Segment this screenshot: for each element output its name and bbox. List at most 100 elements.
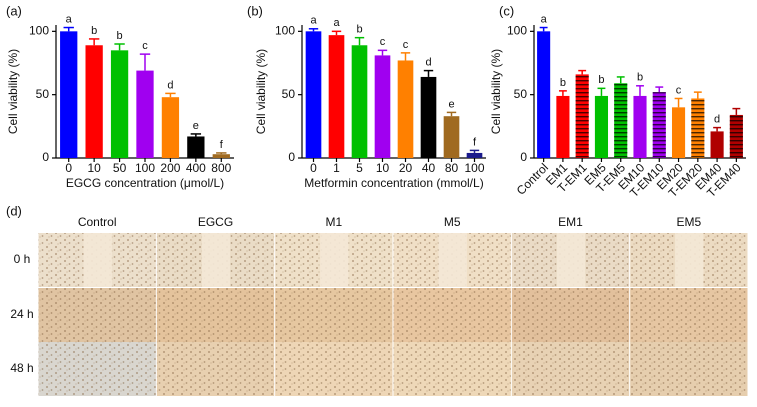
x-tick-label: 0: [310, 161, 317, 175]
panel-label: (c): [499, 3, 514, 18]
row-label: 0 h: [14, 252, 31, 266]
x-tick-label: 10: [376, 161, 390, 175]
significance-label: f: [220, 139, 224, 151]
y-axis-label: Cell viability (%): [254, 49, 268, 134]
column-label: EGCG: [198, 215, 233, 229]
bar: [466, 152, 483, 158]
bar: [671, 107, 686, 158]
significance-label: b: [117, 30, 123, 42]
micrograph-cells: [511, 342, 630, 396]
column-label: EM1: [558, 215, 583, 229]
scratch-gap: [556, 233, 586, 287]
significance-label: b: [356, 24, 362, 36]
column-label: EM5: [676, 215, 701, 229]
bar-hatch: [691, 98, 705, 158]
significance-label: a: [541, 13, 548, 25]
x-axis-label: EGCG concentration (μmol/L): [66, 176, 224, 190]
bar: [110, 50, 129, 159]
scratch-gap: [438, 233, 467, 287]
micrograph-cells: [38, 342, 156, 396]
bar: [710, 131, 724, 158]
bar: [187, 136, 205, 158]
significance-label: d: [167, 79, 173, 91]
bar: [305, 31, 322, 158]
bar: [420, 76, 437, 158]
scratch-gap: [675, 233, 704, 287]
y-tick-label: 0: [288, 150, 295, 164]
bar: [136, 70, 154, 158]
significance-label: b: [637, 72, 643, 84]
micrograph-cells: [156, 288, 275, 342]
significance-label: c: [380, 36, 386, 48]
row-label: 48 h: [10, 361, 33, 375]
significance-label: c: [403, 39, 409, 51]
significance-label: c: [676, 84, 682, 96]
y-tick-label: 50: [36, 87, 50, 101]
significance-label: c: [142, 40, 148, 52]
bar: [556, 95, 570, 158]
y-tick-label: 100: [29, 24, 49, 38]
bar: [397, 60, 414, 158]
scratch-gap: [201, 233, 231, 287]
y-tick-label: 50: [514, 87, 528, 101]
y-tick-label: 100: [275, 24, 295, 38]
x-tick-label: 10: [87, 161, 101, 175]
micrograph-cells: [38, 288, 156, 342]
significance-label: a: [66, 13, 73, 25]
bar: [443, 116, 460, 158]
significance-label: b: [91, 25, 97, 37]
y-tick-label: 0: [42, 150, 49, 164]
y-tick-label: 50: [282, 87, 296, 101]
y-axis-label: Cell viability (%): [6, 49, 20, 134]
x-tick-label: 200: [160, 161, 180, 175]
micrograph-cells: [511, 288, 630, 342]
scratch-gap: [320, 233, 349, 287]
bar: [351, 45, 368, 159]
row-label: 24 h: [10, 307, 33, 321]
significance-label: b: [560, 77, 566, 89]
x-tick-label: 400: [186, 161, 206, 175]
bar-hatch: [614, 83, 628, 158]
y-tick-label: 0: [520, 150, 527, 164]
column-label: M5: [444, 215, 461, 229]
scratch-gap: [83, 233, 112, 287]
significance-label: a: [333, 17, 340, 29]
x-axis-label: Metformin concentration (mmol/L): [304, 176, 483, 190]
x-tick-label: 100: [464, 161, 484, 175]
bar: [60, 31, 78, 158]
bar: [594, 95, 609, 158]
y-tick-label: 100: [507, 24, 527, 38]
y-axis-label: Cell viability (%): [489, 49, 503, 134]
x-tick-label: 0: [65, 161, 72, 175]
column-label: M1: [325, 215, 342, 229]
panel-label: (b): [247, 3, 263, 18]
x-tick-label: 50: [113, 161, 127, 175]
significance-label: d: [714, 114, 720, 126]
bar: [633, 95, 647, 158]
micrograph-cells: [630, 288, 748, 342]
significance-label: b: [598, 74, 604, 86]
x-tick-label: 80: [445, 161, 459, 175]
significance-label: d: [425, 57, 431, 69]
panel-label: (a): [6, 3, 22, 18]
bar-hatch: [575, 74, 589, 158]
x-tick-label: 20: [399, 161, 413, 175]
bar-hatch: [652, 92, 666, 158]
bar: [85, 45, 103, 159]
bar: [537, 31, 551, 158]
x-tick-label: 1: [333, 161, 340, 175]
micrograph-cells: [393, 288, 511, 342]
x-tick-label: 800: [211, 161, 231, 175]
significance-label: e: [193, 120, 199, 132]
significance-label: f: [473, 136, 477, 148]
micrograph-cells: [630, 342, 748, 396]
significance-label: e: [448, 98, 454, 110]
micrograph-cells: [393, 342, 511, 396]
x-tick-label: 100: [135, 161, 155, 175]
significance-label: a: [310, 15, 317, 27]
x-tick-label: 5: [356, 161, 363, 175]
bar: [374, 55, 391, 158]
bar: [328, 35, 345, 159]
x-tick-label: 40: [422, 161, 436, 175]
